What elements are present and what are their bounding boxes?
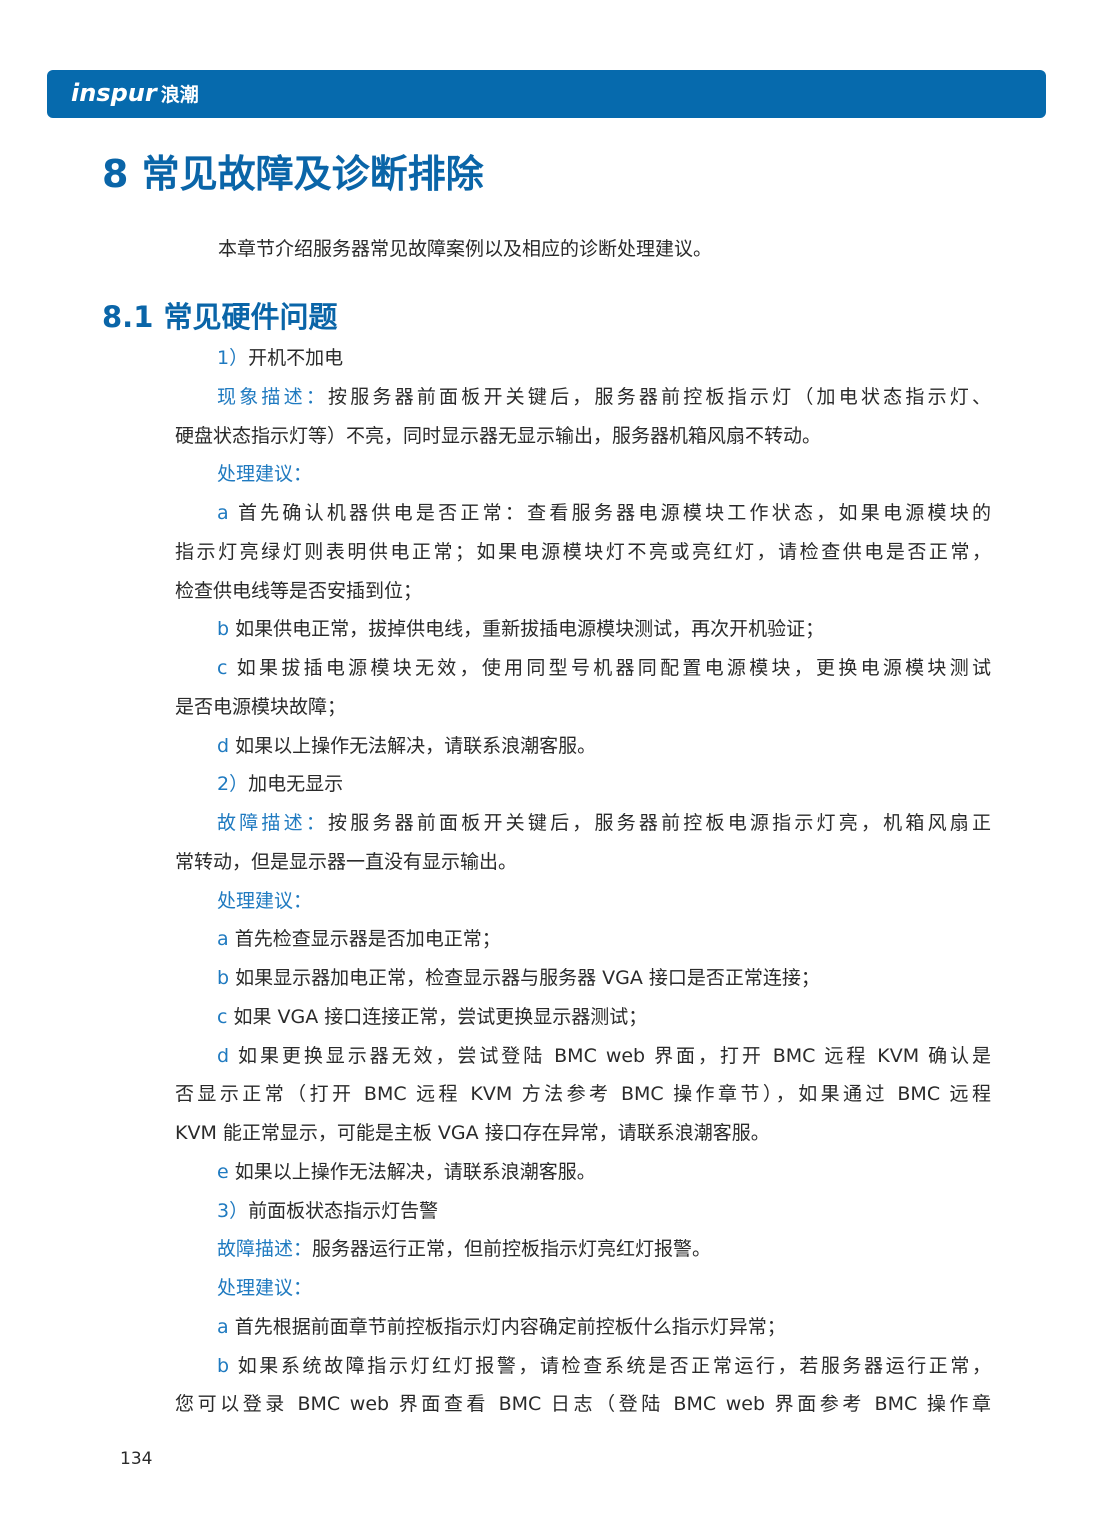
text-line: KVM 能正常显示，可能是主板 VGA 接口存在异常，请联系浪潮客服。 bbox=[175, 1118, 770, 1148]
line-label: c bbox=[217, 1005, 228, 1028]
line-text: 指示灯亮绿灯则表明供电正常；如果电源模块灯不亮或亮红灯，请检查供电是否正常， bbox=[175, 540, 991, 563]
line-text: KVM 能正常显示，可能是主板 VGA 接口存在异常，请联系浪潮客服。 bbox=[175, 1122, 770, 1144]
line-text: 开机不加电 bbox=[248, 347, 344, 369]
text-line: c 如果拔插电源模块无效，使用同型号机器同配置电源模块，更换电源模块测试 bbox=[217, 653, 991, 683]
text-line: d 如果更换显示器无效，尝试登陆 BMC web 界面，打开 BMC 远程 KV… bbox=[217, 1041, 991, 1071]
line-label: 故障描述： bbox=[217, 1238, 313, 1261]
text-line: a 首先检查显示器是否加电正常； bbox=[217, 924, 501, 954]
line-text: 如果以上操作无法解决，请联系浪潮客服。 bbox=[228, 1160, 596, 1183]
header-bar: inspur 浪潮 bbox=[47, 70, 1046, 118]
line-text: 否显示正常（打开 BMC 远程 KVM 方法参考 BMC 操作章节），如果通过 … bbox=[175, 1083, 991, 1106]
line-label: 故障描述： bbox=[217, 812, 329, 834]
text-line: 检查供电线等是否安插到位； bbox=[175, 576, 422, 606]
line-text: 按服务器前面板开关键后，服务器前控板电源指示灯亮，机箱风扇正 bbox=[328, 812, 991, 834]
line-label: a bbox=[217, 502, 229, 524]
text-line: 指示灯亮绿灯则表明供电正常；如果电源模块灯不亮或亮红灯，请检查供电是否正常， bbox=[175, 537, 991, 567]
text-line: c 如果 VGA 接口连接正常，尝试更换显示器测试； bbox=[217, 1002, 647, 1032]
chapter-intro: 本章节介绍服务器常见故障案例以及相应的诊断处理建议。 bbox=[218, 238, 713, 260]
line-label: d bbox=[217, 734, 230, 757]
text-line: b 如果供电正常，拔掉供电线，重新拔插电源模块测试，再次开机验证； bbox=[217, 614, 824, 644]
text-line: b 如果显示器加电正常，检查显示器与服务器 VGA 接口是否正常连接； bbox=[217, 963, 820, 993]
text-line: 处理建议： bbox=[217, 1273, 312, 1303]
text-line: 2）加电无显示 bbox=[217, 769, 343, 799]
line-label: 现象描述： bbox=[217, 385, 329, 408]
text-line: 现象描述：按服务器前面板开关键后，服务器前控板指示灯（加电状态指示灯、 bbox=[217, 382, 991, 412]
line-label: b bbox=[217, 618, 230, 641]
line-text: 首先确认机器供电是否正常：查看服务器电源模块工作状态，如果电源模块的 bbox=[228, 502, 991, 524]
text-line: 处理建议： bbox=[217, 886, 312, 916]
line-text: 加电无显示 bbox=[248, 773, 344, 796]
chapter-title: 8 常见故障及诊断排除 bbox=[102, 152, 484, 196]
line-text: 按服务器前面板开关键后，服务器前控板指示灯（加电状态指示灯、 bbox=[328, 385, 991, 408]
line-label: c bbox=[217, 657, 228, 679]
text-line: e 如果以上操作无法解决，请联系浪潮客服。 bbox=[217, 1157, 596, 1187]
text-line: 否显示正常（打开 BMC 远程 KVM 方法参考 BMC 操作章节），如果通过 … bbox=[175, 1079, 991, 1109]
line-label: 处理建议： bbox=[217, 889, 313, 912]
line-text: 如果拔插电源模块无效，使用同型号机器同配置电源模块，更换电源模块测试 bbox=[227, 657, 991, 679]
text-line: 是否电源模块故障； bbox=[175, 692, 346, 722]
line-text: 如果显示器加电正常，检查显示器与服务器 VGA 接口是否正常连接； bbox=[229, 967, 820, 989]
text-line: 处理建议： bbox=[217, 459, 312, 489]
line-text: 是否电源模块故障； bbox=[175, 695, 347, 718]
line-label: a bbox=[217, 1315, 229, 1338]
line-text: 您可以登录 BMC web 界面查看 BMC 日志（登陆 BMC web 界面参… bbox=[175, 1393, 991, 1416]
line-label: b bbox=[217, 967, 230, 989]
line-text: 常转动，但是显示器一直没有显示输出。 bbox=[175, 850, 518, 873]
line-label: 3） bbox=[217, 1199, 249, 1222]
line-text: 首先根据前面章节前控板指示灯内容确定前控板什么指示灯异常； bbox=[228, 1315, 786, 1338]
inspur-logo: inspur 浪潮 bbox=[71, 79, 199, 107]
text-line: b 如果系统故障指示灯红灯报警，请检查系统是否正常运行，若服务器运行正常， bbox=[217, 1351, 991, 1381]
line-text: 如果系统故障指示灯红灯报警，请检查系统是否正常运行，若服务器运行正常， bbox=[229, 1354, 991, 1377]
text-line: 3）前面板状态指示灯告警 bbox=[217, 1196, 438, 1226]
line-label: 1） bbox=[217, 347, 249, 369]
line-label: 处理建议： bbox=[217, 1277, 313, 1299]
line-text: 如果 VGA 接口连接正常，尝试更换显示器测试； bbox=[227, 1005, 648, 1028]
text-line: a 首先确认机器供电是否正常：查看服务器电源模块工作状态，如果电源模块的 bbox=[217, 498, 991, 528]
text-line: 硬盘状态指示灯等）不亮，同时显示器无显示输出，服务器机箱风扇不转动。 bbox=[175, 421, 821, 451]
section-title: 8.1 常见硬件问题 bbox=[102, 300, 338, 334]
text-line: 您可以登录 BMC web 界面查看 BMC 日志（登陆 BMC web 界面参… bbox=[175, 1389, 991, 1419]
text-line: 故障描述：按服务器前面板开关键后，服务器前控板电源指示灯亮，机箱风扇正 bbox=[217, 808, 991, 838]
line-text: 首先检查显示器是否加电正常； bbox=[228, 928, 501, 951]
line-text: 如果更换显示器无效，尝试登陆 BMC web 界面，打开 BMC 远程 KVM … bbox=[229, 1044, 991, 1067]
line-text: 如果供电正常，拔掉供电线，重新拔插电源模块测试，再次开机验证； bbox=[229, 618, 825, 641]
logo-cn: 浪潮 bbox=[160, 84, 199, 106]
line-label: e bbox=[217, 1160, 229, 1183]
line-text: 服务器运行正常，但前控板指示灯亮红灯报警。 bbox=[312, 1238, 712, 1261]
text-line: a 首先根据前面章节前控板指示灯内容确定前控板什么指示灯异常； bbox=[217, 1312, 786, 1342]
line-label: 处理建议： bbox=[217, 463, 313, 486]
line-label: b bbox=[217, 1354, 230, 1377]
line-label: 2） bbox=[217, 773, 249, 796]
text-line: d 如果以上操作无法解决，请联系浪潮客服。 bbox=[217, 731, 596, 761]
line-text: 检查供电线等是否安插到位； bbox=[175, 579, 423, 602]
text-line: 1）开机不加电 bbox=[217, 343, 343, 373]
line-label: a bbox=[217, 928, 229, 951]
text-line: 常转动，但是显示器一直没有显示输出。 bbox=[175, 847, 517, 877]
logo-text: inspur bbox=[71, 79, 157, 107]
line-text: 前面板状态指示灯告警 bbox=[248, 1199, 439, 1222]
page-number: 134 bbox=[120, 1449, 153, 1469]
line-text: 硬盘状态指示灯等）不亮，同时显示器无显示输出，服务器机箱风扇不转动。 bbox=[175, 424, 822, 447]
line-label: d bbox=[217, 1044, 230, 1067]
text-line: 故障描述：服务器运行正常，但前控板指示灯亮红灯报警。 bbox=[217, 1234, 711, 1264]
line-text: 如果以上操作无法解决，请联系浪潮客服。 bbox=[229, 734, 597, 757]
